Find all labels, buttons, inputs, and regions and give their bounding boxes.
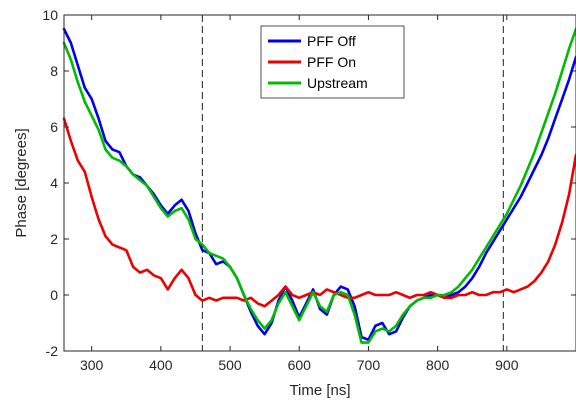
x-tick-label: 300 (80, 357, 104, 373)
y-tick-label: 2 (50, 231, 58, 247)
series-line-pff-on (62, 117, 576, 308)
y-tick-label: -2 (46, 343, 59, 359)
reference-lines (201, 15, 504, 351)
x-tick-label: 500 (218, 357, 242, 373)
y-tick-label: 0 (50, 287, 58, 303)
x-axis-label: Time [ns] (289, 382, 350, 399)
legend-label-pff-off: PFF Off (307, 33, 356, 49)
plot-frame (63, 14, 576, 352)
x-tick-label: 400 (149, 357, 173, 373)
y-axis-label: Phase [degrees] (13, 128, 30, 237)
tick-labels: 300 400 500 600 700 800 900 -2 0 2 4 6 8 10 (42, 7, 518, 373)
y-tick-label: 6 (50, 119, 58, 135)
series-line-upstream (62, 27, 576, 344)
series-layer (62, 27, 576, 344)
x-tick-label: 900 (495, 357, 519, 373)
y-tick-label: 10 (42, 7, 58, 23)
legend-label-pff-on: PFF On (307, 54, 356, 70)
legend: PFF Off PFF On Upstream (260, 25, 405, 99)
x-tick-label: 700 (357, 357, 381, 373)
legend-label-upstream: Upstream (307, 75, 368, 91)
y-tick-label: 8 (50, 63, 58, 79)
y-tick-label: 4 (50, 175, 58, 191)
x-tick-label: 800 (426, 357, 450, 373)
x-tick-label: 600 (288, 357, 312, 373)
